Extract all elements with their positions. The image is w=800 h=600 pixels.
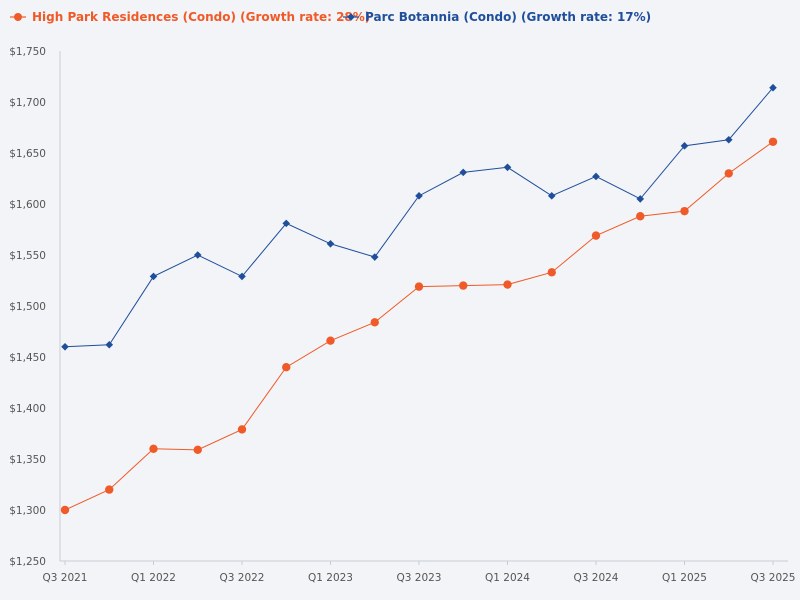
data-point-2 <box>149 272 158 281</box>
y-tick-label: $1,650 <box>9 148 46 160</box>
data-point-1 <box>547 268 556 277</box>
data-point-1 <box>193 445 202 455</box>
legend-diamond-icon <box>347 13 355 21</box>
data-point-2 <box>459 168 468 177</box>
legend-circle-icon <box>14 13 22 21</box>
data-point-2 <box>547 192 556 200</box>
y-tick-label: $1,750 <box>9 46 46 58</box>
data-point-2 <box>724 135 733 144</box>
x-tick-label: Q3 2023 <box>396 572 441 584</box>
plot-area <box>60 83 778 515</box>
data-point-2 <box>282 219 291 228</box>
data-point-2 <box>105 340 114 349</box>
data-point-1 <box>60 505 70 515</box>
data-point-1 <box>370 318 379 327</box>
data-point-2 <box>238 272 246 281</box>
data-point-1 <box>414 282 424 291</box>
y-tick-label: $1,450 <box>9 352 46 364</box>
data-point-2 <box>503 163 512 172</box>
y-tick-label: $1,700 <box>9 97 46 109</box>
y-tick-label: $1,350 <box>9 454 46 466</box>
legend-label-1: High Park Residences (Condo) (Growth rat… <box>32 10 370 24</box>
data-point-2 <box>769 83 777 92</box>
data-point-2 <box>680 142 689 150</box>
x-tick-label: Q1 2025 <box>662 572 707 584</box>
data-point-2 <box>326 239 335 248</box>
x-tick-label: Q1 2022 <box>131 572 176 584</box>
x-tick-label: Q1 2023 <box>308 572 353 584</box>
legend: High Park Residences (Condo) (Growth rat… <box>10 10 651 24</box>
data-point-1 <box>680 206 689 216</box>
series-line-2 <box>64 87 774 348</box>
x-tick-label: Q1 2024 <box>485 572 530 584</box>
data-point-1 <box>459 281 468 290</box>
data-point-2 <box>636 195 645 203</box>
y-tick-label: $1,250 <box>9 556 46 568</box>
data-point-1 <box>105 485 114 494</box>
y-tick-label: $1,500 <box>9 301 46 313</box>
data-point-2 <box>370 253 379 261</box>
x-tick-label: Q3 2021 <box>42 572 87 584</box>
y-tick-label: $1,600 <box>9 199 46 211</box>
data-point-1 <box>237 425 247 434</box>
y-axis: $1,250 $1,300 $1,350 $1,400 $1,450 $1,500 $1,5… <box>9 46 61 568</box>
y-tick-label: $1,550 <box>9 250 46 262</box>
data-point-1 <box>636 212 645 221</box>
data-point-1 <box>282 363 291 372</box>
data-point-1 <box>768 137 778 146</box>
x-tick-label: Q3 2025 <box>750 572 795 584</box>
x-axis: Q3 2021 Q1 2022 Q3 2022 Q1 2023 Q3 2023 Q1 20… <box>42 560 796 584</box>
data-point-1 <box>503 280 512 289</box>
data-point-2 <box>415 192 423 200</box>
data-point-1 <box>591 231 601 240</box>
data-point-2 <box>61 343 69 351</box>
x-tick-label: Q3 2024 <box>573 572 618 584</box>
data-point-1 <box>149 444 158 453</box>
x-tick-label: Q3 2022 <box>219 572 264 584</box>
data-point-2 <box>592 172 600 181</box>
legend-label-2: Parc Botannia (Condo) (Growth rate: 17%) <box>365 10 651 24</box>
y-tick-label: $1,400 <box>9 403 46 415</box>
data-point-1 <box>326 336 335 345</box>
data-point-1 <box>724 169 733 178</box>
data-point-2 <box>193 251 202 259</box>
y-tick-label: $1,300 <box>9 505 46 517</box>
